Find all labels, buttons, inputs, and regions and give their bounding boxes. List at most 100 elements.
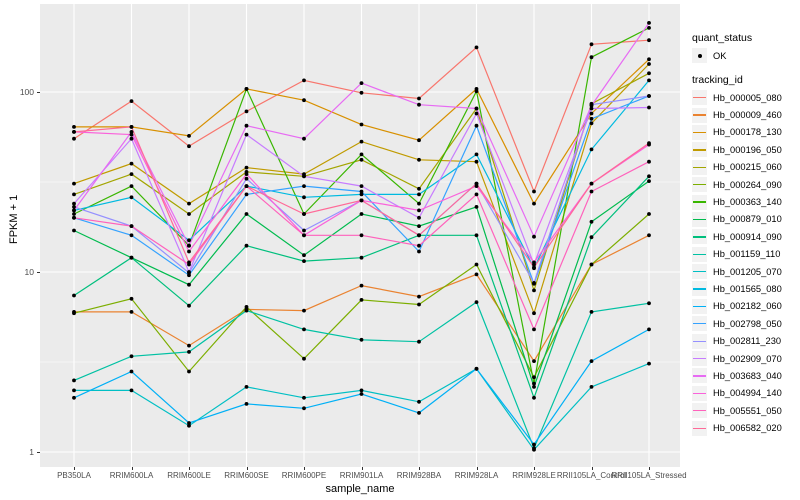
x-tick-label: RRIM600LA: [109, 471, 154, 480]
x-tick-mark: [591, 467, 593, 470]
x-tick-mark: [304, 467, 305, 470]
legend-line-icon: [693, 410, 706, 412]
y-axis-title: FPKM + 1: [8, 194, 20, 244]
legend-swatch: [692, 385, 707, 401]
legend-label: Hb_001159_110: [713, 249, 781, 260]
legend-line-icon: [693, 340, 706, 342]
x-tick-label: RRIM928LE: [512, 471, 556, 480]
legend-line-icon: [693, 184, 706, 186]
legend-line-icon: [693, 218, 706, 221]
legend-label: Hb_006582_020: [713, 423, 782, 434]
legend-item: Hb_000879_010: [692, 211, 782, 228]
legend-item: Hb_001159_110: [692, 246, 782, 263]
y-tick-mark: [37, 452, 40, 453]
legend-line-icon: [693, 166, 706, 168]
legend-label: Hb_000879_010: [713, 214, 782, 225]
legend-line-icon: [693, 305, 706, 308]
legend-swatch: [692, 333, 707, 349]
legend-item: Hb_000005_080: [692, 89, 782, 106]
chart-canvas: [40, 4, 680, 467]
x-tick-mark: [534, 467, 535, 470]
y-tick-mark: [37, 272, 40, 273]
legend-label: Hb_005551_050: [713, 405, 782, 416]
legend-swatch: [692, 420, 707, 436]
legend-label: Hb_003683_040: [713, 370, 782, 381]
y-tick-label: 1: [29, 447, 34, 457]
legend-item: Hb_000363_140: [692, 193, 782, 210]
legend-title-quant-status: quant_status: [692, 32, 753, 44]
legend-swatch: [692, 351, 707, 367]
legend-swatch: [692, 298, 707, 314]
x-tick-label: RRII105LA_Stressed: [611, 471, 687, 480]
legend-item: Hb_002182_060: [692, 298, 782, 315]
legend-swatch: [692, 229, 707, 245]
x-tick-mark: [131, 467, 133, 470]
legend-label: Hb_002182_060: [713, 301, 782, 312]
x-tick-mark: [246, 467, 248, 470]
x-tick-label: RRIM600SE: [224, 471, 269, 480]
data-points: [72, 21, 651, 452]
legend-item: Hb_000215_060: [692, 159, 782, 176]
legend-key-ok: [692, 48, 707, 63]
legend-line-icon: [693, 149, 706, 151]
y-tick-label: 100: [19, 87, 34, 97]
legend-line-icon: [693, 201, 706, 203]
x-tick-mark: [649, 467, 650, 470]
legend-swatch: [692, 90, 707, 106]
legend-line-icon: [693, 236, 706, 238]
legend-item-ok: OK: [692, 48, 726, 63]
legend-swatch: [692, 107, 707, 123]
legend-label: Hb_001565_080: [713, 283, 782, 294]
legend-label: Hb_000005_080: [713, 92, 782, 103]
legend-label-ok: OK: [713, 50, 727, 61]
legend-line-icon: [693, 253, 706, 255]
legend-label: Hb_000009_460: [713, 110, 782, 121]
legend-swatch: [692, 281, 707, 297]
legend-swatch: [692, 264, 707, 280]
legend-label: Hb_001205_070: [713, 266, 782, 277]
legend-tracking-id-items: Hb_000005_080 Hb_000009_460 Hb_000178_130 H…: [692, 89, 782, 437]
legend-label: Hb_000914_090: [713, 231, 782, 242]
legend-swatch: [692, 194, 707, 210]
x-tick-label: RRIM600LE: [167, 471, 211, 480]
legend-label: Hb_000264_090: [713, 179, 782, 190]
legend-swatch: [692, 124, 707, 140]
legend-line-icon: [693, 427, 706, 429]
x-tick-label: RRIM928BA: [396, 471, 442, 480]
x-tick-mark: [74, 467, 75, 470]
legend-line-icon: [693, 288, 706, 290]
legend-label: Hb_002811_230: [713, 336, 782, 347]
legend-label: Hb_000363_140: [713, 197, 782, 208]
legend-item: Hb_001565_080: [692, 280, 782, 297]
legend-label: Hb_002909_070: [713, 353, 782, 364]
legend-item: Hb_006582_020: [692, 419, 782, 436]
legend-label: Hb_000215_060: [713, 162, 782, 173]
legend-label: Hb_002798_050: [713, 318, 782, 329]
legend-item: Hb_001205_070: [692, 263, 782, 280]
legend-line-icon: [693, 375, 706, 377]
legend-line-icon: [693, 97, 706, 99]
point-marker-icon: [697, 53, 702, 58]
y-tick-label: 10: [24, 267, 34, 277]
x-tick-mark: [361, 467, 363, 470]
x-tick-label: PB350LA: [57, 471, 91, 480]
legend-line-icon: [693, 114, 706, 116]
legend-item: Hb_000914_090: [692, 228, 782, 245]
legend-item: Hb_000178_130: [692, 124, 782, 141]
legend-swatch: [692, 316, 707, 332]
x-tick-label: RRIM901LA: [339, 471, 384, 480]
legend-swatch: [692, 403, 707, 419]
legend-swatch: [692, 211, 707, 227]
legend-line-icon: [693, 131, 706, 134]
legend-item: Hb_002811_230: [692, 332, 782, 349]
legend-label: Hb_004994_140: [713, 388, 782, 399]
legend-swatch: [692, 159, 707, 175]
legend-swatch: [692, 142, 707, 158]
legend-item: Hb_003683_040: [692, 367, 782, 384]
x-tick-mark: [476, 467, 478, 470]
legend-item: Hb_000009_460: [692, 106, 782, 123]
legend-swatch: [692, 177, 707, 193]
x-axis-title: sample_name: [325, 483, 395, 495]
legend-item: Hb_002909_070: [692, 350, 782, 367]
x-tick-label: RRIM928LA: [454, 471, 499, 480]
